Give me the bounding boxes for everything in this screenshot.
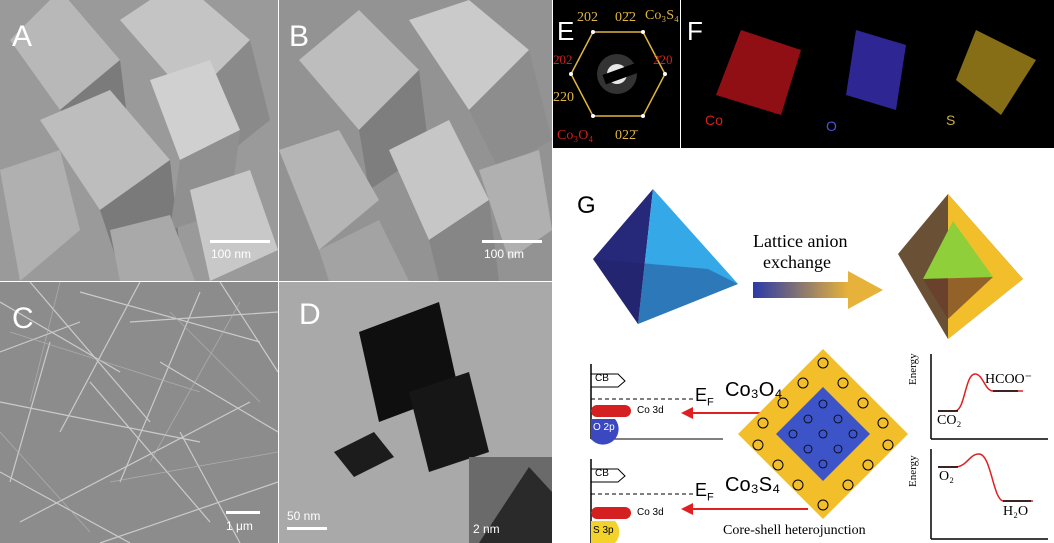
sem-nanowire-image-c [0, 282, 278, 543]
material-label-co3s4: Co₃S₄ [725, 474, 781, 496]
phase-label-co3s4: Co₃S₄ [645, 8, 679, 23]
phase-label-co3o4: Co₃O₄ [557, 128, 594, 143]
tem-image-d [279, 282, 552, 543]
scale-bar-b [482, 240, 542, 243]
scale-text-d: 50 nm [287, 509, 321, 523]
co3d-label-top: Co 3d [637, 405, 664, 416]
fermi-level-label-bottom: EF [695, 480, 714, 504]
scale-text-a: 100 nm [211, 247, 252, 261]
index-022-top: 02̄2 [615, 10, 636, 25]
sem-panel-a: A 100 nm [0, 0, 278, 281]
eds-mapping-panel-f: F Co O S [681, 0, 1054, 148]
scale-text-b: 100 nm [484, 247, 525, 261]
saed-pattern-e [569, 30, 667, 118]
panel-label-f: F [687, 16, 703, 46]
scale-bar-d [287, 527, 327, 530]
o2p-label: O 2p [593, 422, 615, 433]
index-220: 220 [553, 90, 574, 105]
panel-label-a: A [12, 20, 33, 53]
schematic-panel-g: G Lattice anion exchange CB CB EF EF Co₃… [553, 149, 1054, 543]
species-label-o2: O₂ [939, 469, 954, 484]
core-shell-caption: Core-shell heterojunction [723, 523, 866, 538]
species-label-co2: CO₂ [937, 413, 962, 428]
panel-label-e: E [557, 16, 575, 46]
cb-label-top: CB [595, 373, 609, 384]
scale-bar-c [226, 511, 260, 514]
panel-label-g: G [577, 192, 596, 219]
inset-scale-text-d: 2 nm [473, 522, 500, 536]
cb-label-bottom: CB [595, 468, 609, 479]
sem-panel-b: B 100 nm [279, 0, 552, 281]
index-202: 202 [577, 10, 598, 25]
panel-label-d: D [299, 298, 321, 331]
panel-label-c: C [12, 302, 34, 335]
sem-octahedra-image-a [0, 0, 278, 281]
co3d-label-bottom: Co 3d [637, 507, 664, 518]
panel-label-b: B [289, 20, 310, 53]
species-label-h2o: H₂O [1003, 504, 1029, 519]
sem-octahedra-image-b [279, 0, 552, 281]
s3p-label: S 3p [593, 525, 614, 536]
material-label-co3o4: Co₃O₄ [725, 379, 783, 401]
eds-maps-f [716, 30, 1036, 115]
tem-panel-d: D 50 nm 2 nm [279, 282, 552, 543]
element-label-o: O [826, 118, 837, 134]
arrow-text-lattice-anion: Lattice anion [753, 231, 848, 251]
fermi-level-label-top: EF [695, 385, 714, 409]
energy-axis-label-top: Energy [907, 353, 919, 385]
schematic-drawing-g [590, 189, 1048, 543]
index-220-bar: 2̄20 [653, 52, 673, 67]
index-022-bottom: 022̄ [615, 128, 636, 143]
scale-bar-a [210, 240, 270, 243]
element-label-co: Co [705, 112, 723, 128]
saed-panel-e: E 202 02̄2 Co₃S₄ 2̄02 2̄20 220 Co₃O₄ 022… [553, 0, 680, 148]
sem-panel-c: C 1 μm [0, 282, 278, 543]
energy-axis-label-bottom: Energy [907, 455, 919, 487]
arrow-text-exchange: exchange [763, 252, 831, 272]
element-label-s: S [946, 112, 956, 128]
index-202-bar: 2̄02 [553, 52, 573, 67]
species-label-hcoo: HCOO⁻ [985, 372, 1033, 387]
scale-text-c: 1 μm [226, 519, 253, 533]
